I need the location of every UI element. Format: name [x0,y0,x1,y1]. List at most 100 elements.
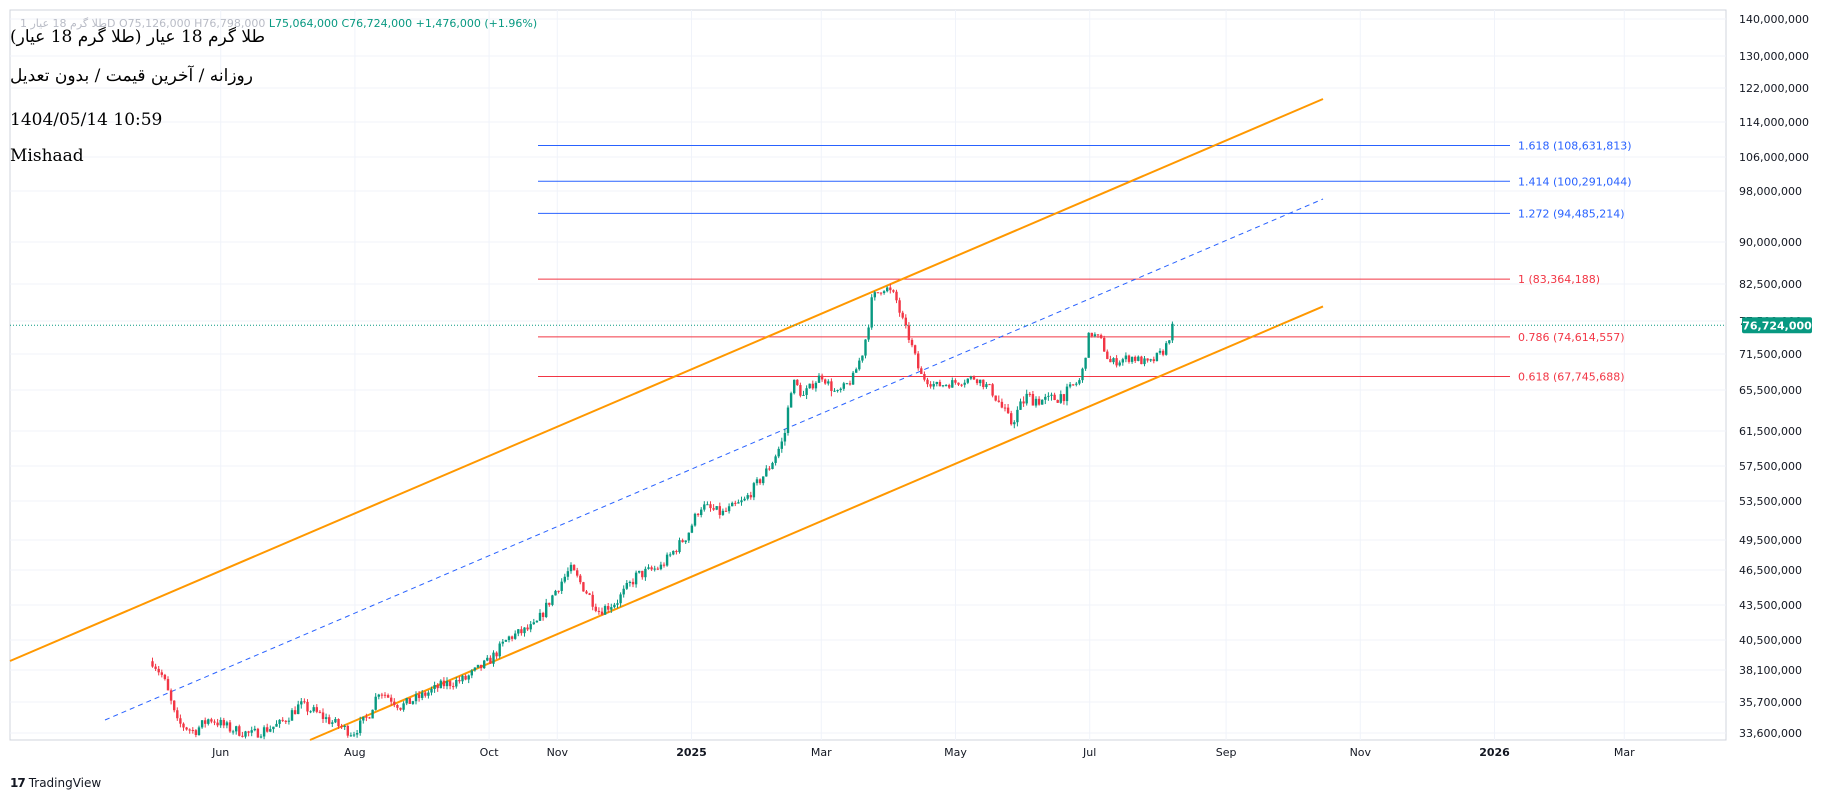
symbol-title: طلا گرم 18 عيار (طلا گرم 18 عيار) [10,27,266,47]
candle-body [820,375,824,380]
candle-body [380,694,384,696]
chart-subtitle: روزانه / آخرين قيمت / بدون تعديل [10,66,253,86]
fibonacci-extension[interactable]: 1.618 (108,631,813) 1.414 (100,291,044) 1.… [538,139,1632,384]
candle-body [303,701,306,703]
candle-body [718,506,721,515]
candle-body [647,567,650,569]
candle-body [290,710,294,721]
candle-body [176,710,179,719]
candle-body [328,717,331,724]
candle-body [1090,332,1093,337]
candle-body [576,570,579,576]
candle-body [845,383,849,385]
candle-body [414,694,418,702]
tradingview-brand[interactable]: 17 TradingView [10,776,101,790]
fib-level-label: 1.414 (100,291,044) [1518,175,1632,188]
candle-body [572,564,576,571]
candle-body [681,540,684,543]
candle-body [1140,356,1143,365]
candle-body [1084,357,1087,369]
candle-body [870,297,873,328]
candle-body [1130,356,1134,362]
candle-body [470,670,473,676]
candle-body [721,510,725,515]
candle-body [1081,368,1084,381]
time-tick-label: Nov [547,746,569,759]
candle-body [1137,356,1140,361]
candle-body [929,384,932,387]
candle-body [194,730,198,735]
candle-body [517,629,520,634]
candle-body [951,380,954,388]
parallel-channel[interactable] [9,98,1324,741]
candle-body [281,719,284,721]
candle-body [489,657,492,664]
time-tick-label: Mar [1614,746,1635,759]
candle-body [324,717,328,719]
candle-body [417,694,421,698]
candle-body [151,661,154,667]
candle-body [1025,393,1028,404]
candle-body [535,620,539,623]
candle-body [458,679,461,682]
candle-body [1155,352,1159,362]
candle-body [359,720,362,734]
candle-body [1087,332,1090,358]
candle-body [1165,343,1168,355]
candle-body [771,462,774,470]
price-tick-label: 46,500,000 [1739,564,1802,577]
candle-body [297,704,300,715]
candle-body [966,378,969,383]
candle-body [879,292,883,294]
fib-level-label: 1 (83,364,188) [1518,273,1600,286]
candle-body [638,570,641,573]
candle-body [861,355,864,361]
candle-body [997,400,1000,402]
price-tick-label: 35,700,000 [1739,696,1802,709]
candle-body [306,701,309,712]
candle-body [343,725,346,727]
candle-body [672,550,675,555]
candle-body [160,672,163,675]
channel-lower-line [309,305,1324,741]
time-tick-label: 2025 [676,746,707,759]
last-price-tag [1742,317,1812,334]
candle-body [321,712,325,719]
price-axis[interactable]: 140,000,000 130,000,000 122,000,000 114,000… [1739,13,1809,740]
candle-body [1000,401,1004,408]
candle-body [641,570,644,578]
candle-body [520,629,523,634]
plot-area[interactable] [9,9,1727,741]
candle-body [715,506,718,510]
candle-body [340,726,343,728]
candle-body [467,675,470,680]
candle-body [960,384,963,386]
fib-level-label: 1.618 (108,631,813) [1518,139,1632,152]
fib-level-label: 0.618 (67,745,688) [1518,371,1625,384]
candle-body [1013,422,1016,425]
candle-body [662,564,666,566]
candle-body [675,550,678,553]
candle-body [377,694,380,697]
candle-body [318,711,322,713]
candle-body [197,727,201,735]
candle-body [433,685,436,690]
candle-body [510,636,514,639]
candle-body [1093,334,1097,337]
candle-body [173,700,176,711]
candle-body [1078,380,1081,384]
candle-body [247,731,250,733]
legend-open: O75,126,000 [118,17,191,30]
candle-body [238,726,241,736]
candle-body [585,591,588,594]
time-axis[interactable]: Jun Aug Oct Nov 2025 Mar May Jul Sep Nov 2026 Mar [211,746,1635,759]
candle-body [1028,393,1031,395]
candle-body [219,719,222,726]
candle-body [941,385,945,387]
candle-body [169,690,173,701]
candle-body [476,664,480,668]
candle-body [1109,358,1112,363]
candles [151,283,1174,740]
candle-body [579,575,582,583]
